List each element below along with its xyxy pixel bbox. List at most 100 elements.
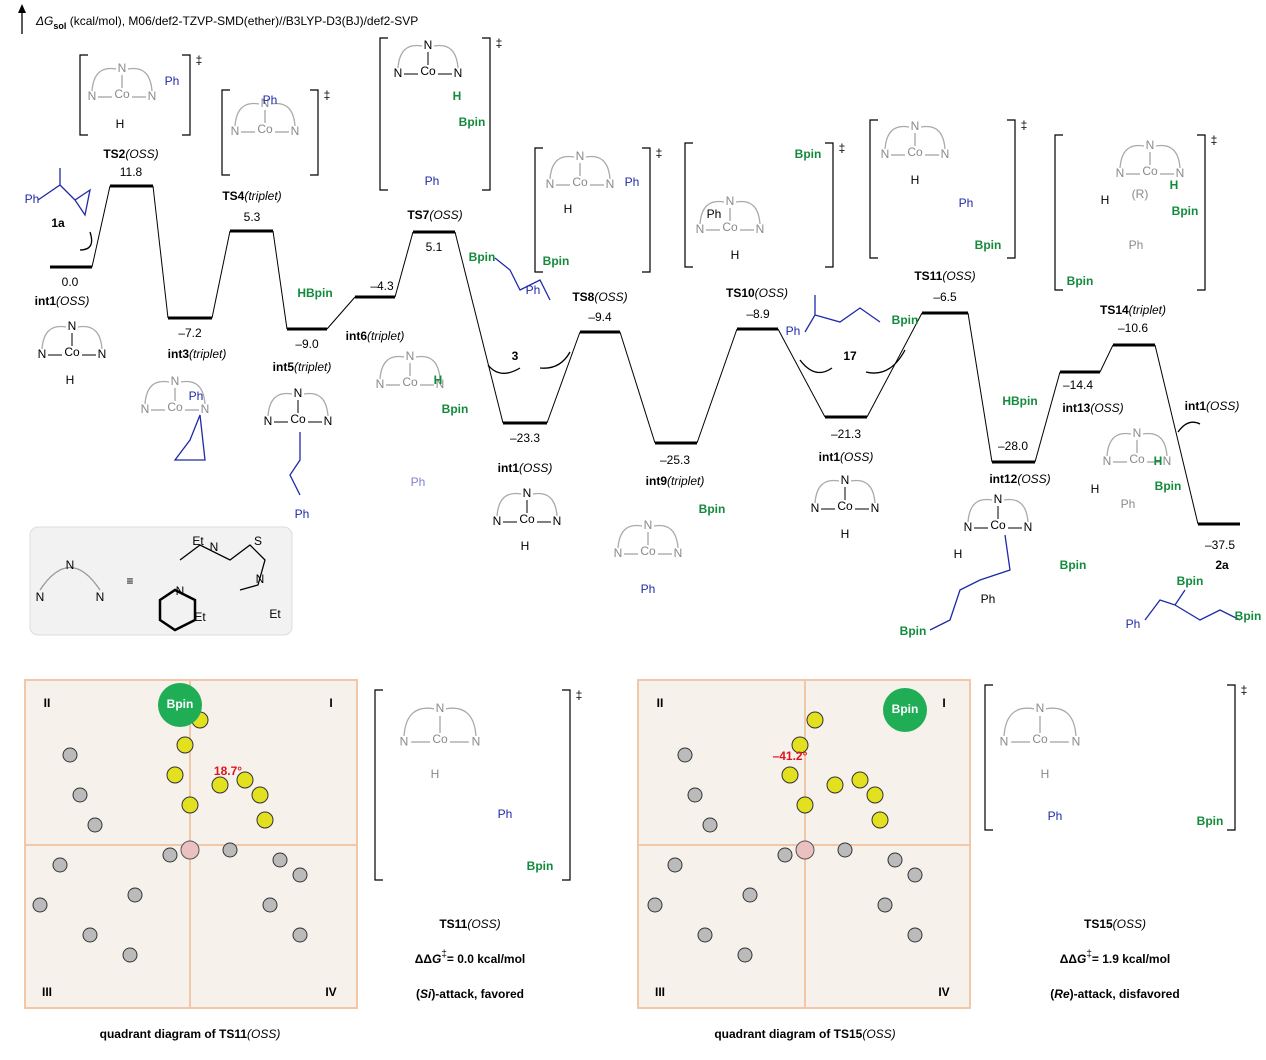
- ligand-arc: [379, 355, 441, 380]
- atom-ball: [166, 766, 184, 784]
- state-name: int1(OSS): [819, 450, 874, 464]
- atom-ball: [292, 867, 308, 883]
- atom: N: [756, 222, 765, 236]
- atom: N: [994, 492, 1003, 506]
- ligand-arc: [91, 67, 153, 92]
- ddg-part: ‡: [441, 949, 447, 960]
- atom-ball: [837, 842, 853, 858]
- decorations: [37, 168, 1241, 632]
- energy-value: –6.5: [933, 290, 957, 304]
- atom-part: N: [472, 735, 481, 749]
- energy-value: –7.2: [178, 326, 202, 340]
- ligand-aryl: [158, 588, 197, 632]
- atom-part: N: [98, 347, 107, 361]
- axis-label-part: (kcal/mol), M06/def2-TZVP-SMD(ether)//B3…: [66, 14, 418, 28]
- energy-value-part: 5.3: [244, 210, 261, 224]
- atom: N: [261, 96, 270, 110]
- state-name-part: (OSS): [755, 286, 788, 300]
- ddg-part: ΔΔ: [1060, 952, 1078, 966]
- atom: N: [1103, 454, 1112, 468]
- atom-ball: [176, 736, 194, 754]
- group: H: [1154, 454, 1163, 468]
- connector: [1154, 344, 1199, 525]
- state-name: int5(triplet): [273, 360, 332, 374]
- quadrant-label-part: II: [44, 696, 51, 710]
- group-part: Bpin: [1172, 204, 1199, 218]
- state-name: TS7(OSS): [407, 208, 462, 222]
- energy-value-part: –25.3: [660, 453, 690, 467]
- atom-part: N: [881, 147, 890, 161]
- atom-part: N: [1176, 166, 1185, 180]
- state-name-part: int1: [35, 294, 57, 308]
- bracket: [869, 119, 1016, 259]
- atom-part: N: [1036, 701, 1045, 715]
- dagger-part: ‡: [196, 53, 203, 67]
- atom: N: [726, 194, 735, 208]
- atom-part: N: [941, 147, 950, 161]
- state-name-part: TS14: [1100, 303, 1129, 317]
- quadrant-label-part: III: [42, 985, 52, 999]
- annotation: 3: [512, 349, 519, 363]
- group-part: Ph: [425, 174, 440, 188]
- released-species: int1(OSS): [1185, 399, 1240, 413]
- bracket: [221, 89, 319, 176]
- group-part: H: [1091, 482, 1100, 496]
- quadrant-label-part: I: [942, 696, 945, 710]
- group-part: H: [453, 89, 462, 103]
- state-name: TS4(triplet): [222, 189, 281, 203]
- atom-part: N: [171, 374, 180, 388]
- group-part: H: [116, 117, 125, 131]
- annotation: HBpin: [1002, 394, 1037, 408]
- group-part: Bpin: [699, 502, 726, 516]
- state-name-part: (OSS): [840, 450, 873, 464]
- group: Bpin: [459, 115, 486, 129]
- state-name-part: (triplet): [667, 474, 704, 488]
- atom-part: Co: [640, 544, 656, 558]
- atom-ball: [742, 887, 758, 903]
- group-part: H: [66, 373, 75, 387]
- annotation: 1a: [51, 216, 65, 230]
- equivalence: ≡: [126, 574, 133, 588]
- atom: N: [141, 402, 150, 416]
- atom-part: N: [88, 89, 97, 103]
- ligand-label-part: Et: [269, 607, 281, 621]
- ddg-part: G: [1077, 952, 1086, 966]
- annotation-part: Ph: [786, 324, 801, 338]
- group-part: Ph: [263, 93, 278, 107]
- group-part: H: [1041, 767, 1050, 781]
- ligand-label-part: N: [210, 540, 219, 554]
- group: Bpin: [442, 402, 469, 416]
- atom: Co: [420, 64, 436, 78]
- panel-caption-part: quadrant diagram of: [714, 1027, 833, 1041]
- annotation-part: Bpin: [892, 313, 919, 327]
- connector: [777, 328, 826, 418]
- atom-part: N: [141, 402, 150, 416]
- quadrant-label-part: II: [657, 696, 664, 710]
- group-part: Ph: [411, 475, 426, 489]
- ts-name-part: TS11: [439, 917, 467, 931]
- connector: [326, 296, 356, 330]
- panel-caption-part: quadrant diagram of: [100, 1027, 219, 1041]
- atom-part: Co: [990, 518, 1006, 532]
- skeleton: [289, 432, 301, 496]
- bead: [158, 683, 202, 727]
- equivalence-part: ≡: [126, 574, 133, 588]
- energy-value-part: 5.1: [426, 240, 443, 254]
- ligand-label-part: N: [256, 572, 265, 586]
- atom-part: N: [523, 486, 532, 500]
- state-name-part: TS7: [407, 208, 429, 222]
- ligand-label: N: [176, 584, 185, 598]
- skeleton: [1144, 589, 1241, 621]
- atom-part: N: [614, 546, 623, 560]
- annotation-part: Ph: [1126, 617, 1141, 631]
- energy-value: –25.3: [660, 453, 690, 467]
- connector: [866, 312, 923, 418]
- atom: N: [454, 66, 463, 80]
- energy-value: 5.1: [426, 240, 443, 254]
- atom: N: [841, 473, 850, 487]
- atom: N: [98, 347, 107, 361]
- connector: [619, 331, 656, 444]
- atom-part: N: [994, 492, 1003, 506]
- atom-ball: [777, 847, 793, 863]
